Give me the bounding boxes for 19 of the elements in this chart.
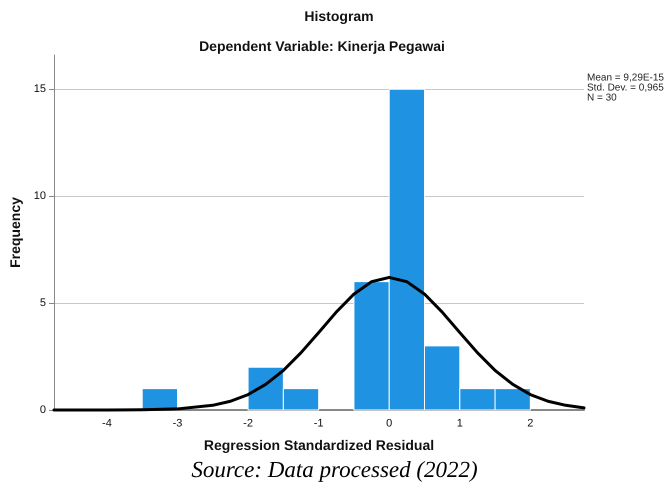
y-axis-title: Frequency [7,196,23,268]
text: Std. Dev. = 0,965 [587,82,664,94]
x-tick-label: -3 [172,418,182,430]
x-tick-label: -1 [314,418,324,430]
y-tick-label: 15 [34,83,46,96]
x-tick-label: -4 [102,418,112,430]
chart-subtitle: Dependent Variable: Kinerja Pegawai [199,38,445,54]
text: Mean = 9,29E-15 [587,72,664,84]
y-tick-label: 5 [40,297,46,310]
x-tick-label: 2 [527,418,534,430]
x-tick-label: 0 [386,418,392,430]
x-tick-label: -2 [243,418,253,430]
x-tick-label: 1 [456,418,463,430]
source-note: Source: Data processed (2022) [191,457,478,482]
text: N = 30 [587,92,618,104]
chart-title: Histogram [304,8,374,24]
y-tick-label: 0 [40,404,46,416]
y-tick-label: 10 [34,190,46,202]
x-axis-title: Regression Standardized Residual [204,437,434,453]
